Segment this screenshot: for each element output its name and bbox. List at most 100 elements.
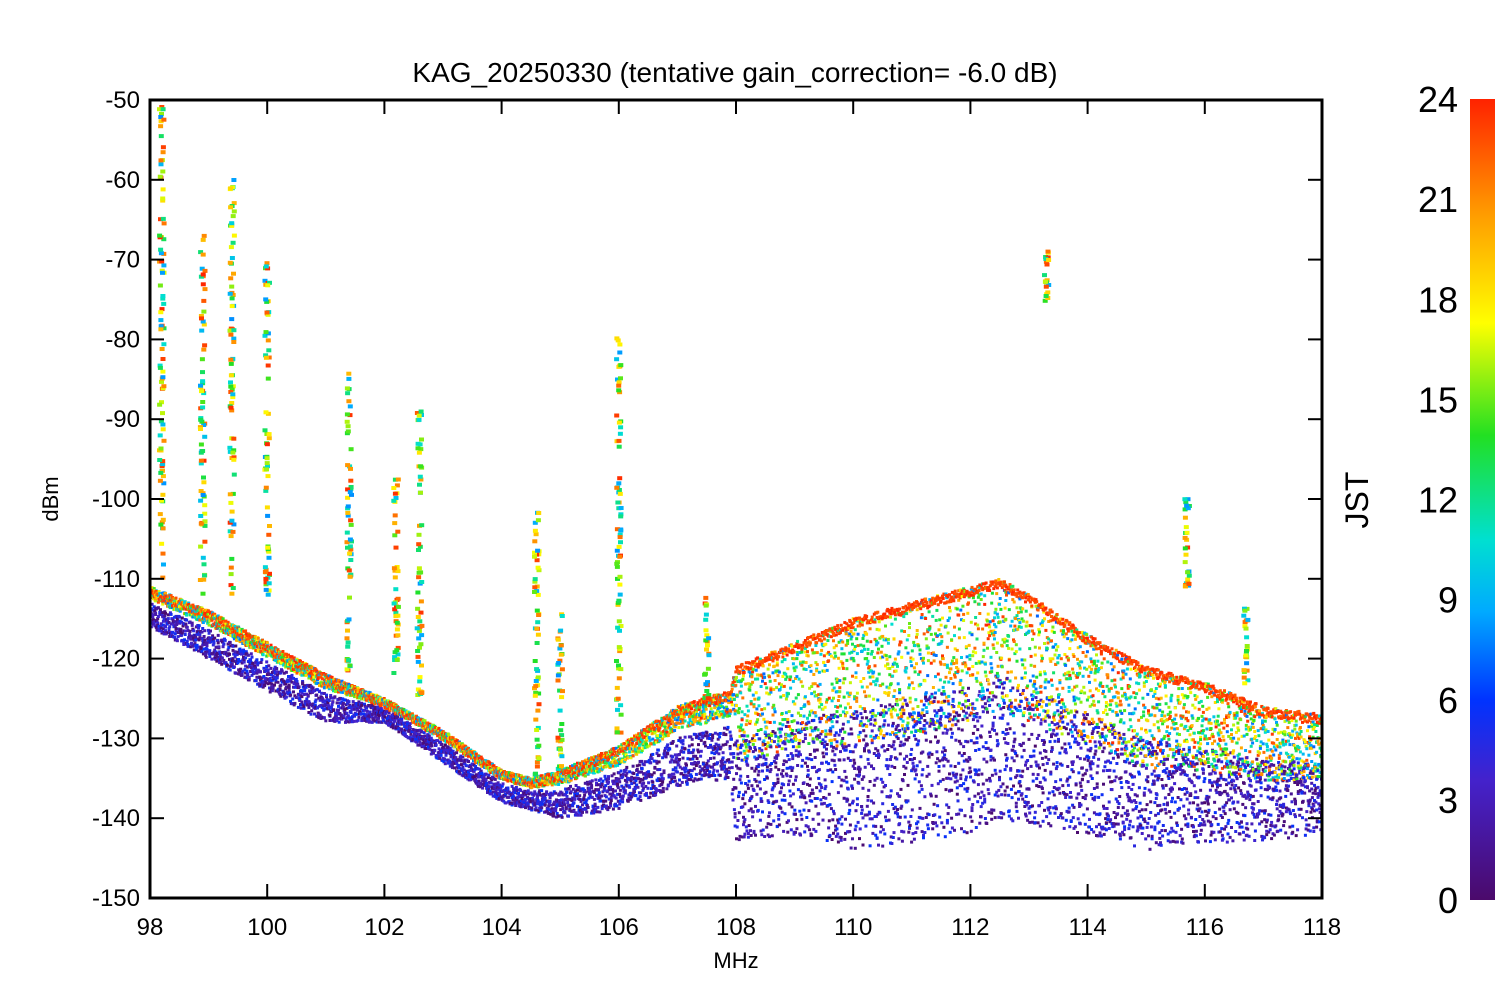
data-point bbox=[188, 613, 192, 617]
data-point bbox=[190, 623, 194, 627]
data-point bbox=[372, 712, 376, 716]
data-point bbox=[238, 628, 242, 631]
data-point bbox=[317, 682, 321, 685]
data-point bbox=[236, 629, 240, 633]
data-point bbox=[300, 691, 304, 695]
data-point bbox=[450, 763, 454, 767]
data-point bbox=[205, 641, 209, 645]
data-point bbox=[242, 650, 246, 654]
data-point bbox=[596, 805, 600, 809]
data-point bbox=[262, 675, 266, 678]
data-point bbox=[379, 703, 383, 707]
data-point bbox=[188, 620, 192, 624]
data-point bbox=[345, 711, 349, 715]
data-point bbox=[429, 741, 433, 745]
data-point bbox=[467, 771, 470, 774]
data-point bbox=[367, 713, 371, 717]
data-point bbox=[237, 658, 241, 661]
data-point bbox=[597, 788, 601, 792]
data-point bbox=[231, 657, 235, 661]
data-point bbox=[282, 690, 286, 694]
data-point bbox=[237, 652, 241, 655]
data-point bbox=[332, 689, 335, 693]
data-point bbox=[569, 784, 572, 788]
data-point bbox=[430, 738, 434, 742]
data-point bbox=[292, 676, 295, 680]
data-point bbox=[353, 695, 357, 699]
data-point bbox=[400, 727, 404, 731]
data-point bbox=[351, 715, 354, 719]
data-point bbox=[639, 798, 643, 802]
data-point bbox=[314, 698, 318, 702]
data-point bbox=[182, 605, 186, 609]
data-point bbox=[200, 630, 204, 634]
data-point bbox=[150, 608, 154, 612]
data-point bbox=[162, 599, 166, 603]
data-point bbox=[592, 797, 596, 801]
data-point bbox=[480, 771, 484, 775]
data-point bbox=[219, 621, 223, 625]
data-point bbox=[168, 611, 172, 615]
data-point bbox=[640, 767, 644, 771]
data-point bbox=[383, 715, 387, 719]
data-point bbox=[196, 645, 200, 649]
data-point bbox=[275, 653, 279, 657]
data-point bbox=[164, 611, 167, 615]
data-point bbox=[367, 717, 371, 721]
data-point bbox=[211, 634, 215, 638]
data-point bbox=[256, 663, 260, 667]
data-point bbox=[565, 794, 569, 798]
data-point bbox=[540, 789, 544, 793]
data-point bbox=[598, 799, 602, 803]
data-point bbox=[474, 761, 478, 765]
data-point bbox=[180, 616, 184, 620]
data-point bbox=[202, 647, 206, 651]
data-point bbox=[167, 627, 171, 630]
data-point bbox=[227, 645, 231, 649]
data-point bbox=[280, 669, 284, 673]
data-point bbox=[324, 703, 328, 706]
data-point bbox=[372, 716, 376, 720]
data-point bbox=[375, 718, 379, 722]
data-point bbox=[386, 722, 390, 725]
data-point bbox=[454, 756, 458, 760]
data-point bbox=[161, 615, 165, 619]
data-point bbox=[341, 716, 345, 720]
data-point bbox=[371, 705, 375, 709]
data-point bbox=[300, 695, 304, 699]
data-point bbox=[536, 796, 539, 800]
data-point bbox=[578, 794, 582, 798]
data-point bbox=[427, 745, 430, 749]
data-point bbox=[347, 700, 351, 704]
data-point bbox=[256, 636, 260, 640]
data-point bbox=[307, 706, 311, 709]
data-point bbox=[251, 663, 255, 667]
data-point bbox=[192, 648, 196, 652]
data-point bbox=[347, 706, 351, 710]
data-point bbox=[310, 709, 314, 713]
data-point bbox=[201, 627, 205, 630]
data-point bbox=[290, 655, 294, 659]
data-point bbox=[464, 764, 468, 768]
data-point bbox=[353, 687, 357, 691]
data-point bbox=[166, 617, 170, 621]
data-point bbox=[293, 701, 297, 705]
data-point bbox=[312, 678, 316, 682]
data-point bbox=[400, 719, 404, 723]
data-point bbox=[419, 729, 423, 733]
data-point bbox=[173, 635, 177, 639]
data-point bbox=[247, 636, 251, 640]
data-point bbox=[402, 708, 406, 712]
data-point bbox=[621, 800, 625, 804]
data-point bbox=[410, 712, 414, 716]
data-point bbox=[617, 777, 621, 781]
data-point bbox=[176, 635, 180, 639]
data-point bbox=[253, 664, 257, 668]
data-point bbox=[187, 644, 191, 648]
data-point bbox=[279, 694, 283, 698]
data-point bbox=[501, 782, 505, 786]
data-point bbox=[161, 619, 165, 623]
data-point bbox=[273, 667, 276, 671]
data-point bbox=[221, 645, 225, 649]
data-point bbox=[534, 806, 538, 810]
